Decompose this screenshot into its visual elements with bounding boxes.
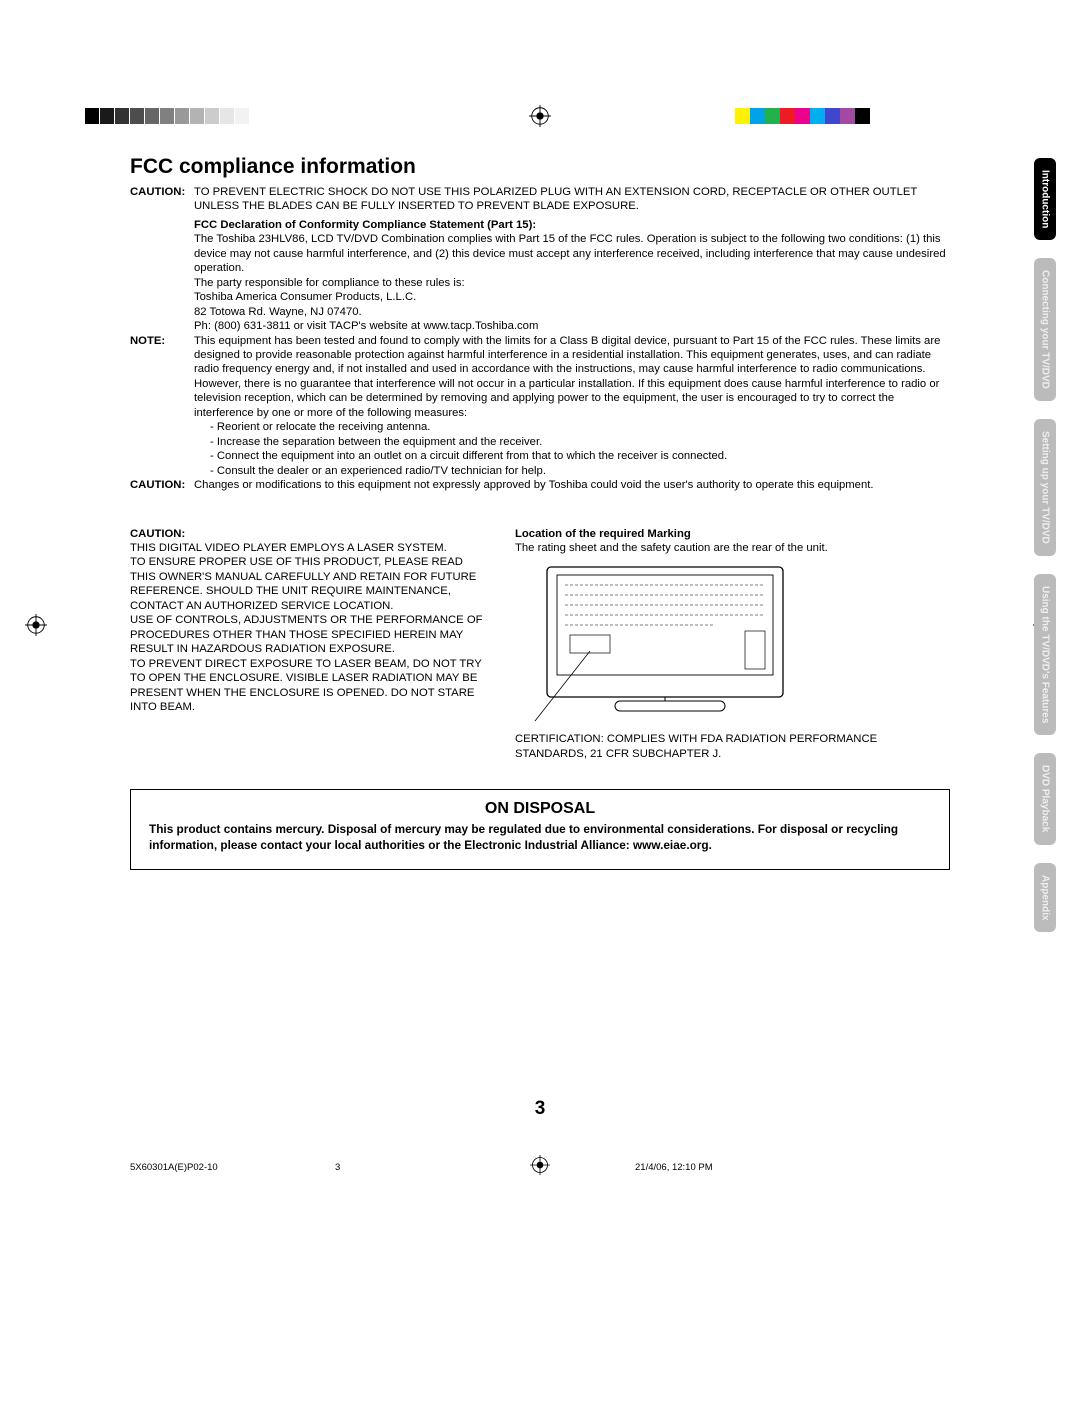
tab-dvd-playback: DVD Playback xyxy=(1034,753,1056,844)
disposal-title: ON DISPOSAL xyxy=(149,800,931,818)
tab-connecting: Connecting your TV/DVD xyxy=(1034,258,1056,401)
note-bullet: - Connect the equipment into an outlet o… xyxy=(210,449,950,463)
note-text: This equipment has been tested and found… xyxy=(194,334,950,421)
caution-text: Changes or modifications to this equipme… xyxy=(194,478,950,492)
registration-marks-top xyxy=(0,50,1080,90)
caution2-row: CAUTION: Changes or modifications to thi… xyxy=(130,478,950,492)
caution-label: CAUTION: xyxy=(130,478,194,492)
fcc-body: The party responsible for compliance to … xyxy=(194,276,950,290)
marking-title: Location of the required Marking xyxy=(515,527,950,541)
certification-text: CERTIFICATION: COMPLIES WITH FDA RADIATI… xyxy=(515,732,950,761)
body-text: USE OF CONTROLS, ADJUSTMENTS OR THE PERF… xyxy=(130,613,485,656)
page-content: FCC compliance information CAUTION: TO P… xyxy=(130,155,950,870)
section-tabs: Introduction Connecting your TV/DVD Sett… xyxy=(1034,158,1062,950)
page-heading: FCC compliance information xyxy=(130,155,950,179)
tab-using: Using the TV/DVD's Features xyxy=(1034,574,1056,735)
note-bullet: - Reorient or relocate the receiving ant… xyxy=(210,420,950,434)
left-column: CAUTION: THIS DIGITAL VIDEO PLAYER EMPLO… xyxy=(130,527,485,762)
disposal-box: ON DISPOSAL This product contains mercur… xyxy=(130,789,950,870)
body-text: TO ENSURE PROPER USE OF THIS PRODUCT, PL… xyxy=(130,555,485,613)
note-bullet: - Increase the separation between the eq… xyxy=(210,435,950,449)
fcc-body: Ph: (800) 631-3811 or visit TACP's websi… xyxy=(194,319,950,333)
tv-rear-illustration xyxy=(515,561,815,726)
note-label: NOTE: xyxy=(130,334,194,421)
fcc-declaration-title: FCC Declaration of Conformity Compliance… xyxy=(194,218,950,232)
caution-label: CAUTION: xyxy=(130,527,485,541)
color-bars xyxy=(720,108,870,124)
marking-subtitle: The rating sheet and the safety caution … xyxy=(515,541,950,555)
register-mark-icon xyxy=(529,105,551,132)
footer-page: 3 xyxy=(335,1162,635,1173)
note-row: NOTE: This equipment has been tested and… xyxy=(130,334,950,421)
caution-label: CAUTION: xyxy=(130,185,194,214)
page-number: 3 xyxy=(535,1098,546,1120)
footer: 5X60301A(E)P02-10 3 21/4/06, 12:10 PM xyxy=(130,1162,950,1173)
tab-setting-up: Setting up your TV/DVD xyxy=(1034,419,1056,556)
fcc-body: 82 Totowa Rd. Wayne, NJ 07470. xyxy=(194,305,950,319)
grayscale-bars xyxy=(85,108,265,124)
register-mark-icon xyxy=(25,614,47,641)
two-column-section: CAUTION: THIS DIGITAL VIDEO PLAYER EMPLO… xyxy=(130,527,950,762)
body-text: TO PREVENT DIRECT EXPOSURE TO LASER BEAM… xyxy=(130,657,485,715)
tab-appendix: Appendix xyxy=(1034,863,1056,933)
right-column: Location of the required Marking The rat… xyxy=(515,527,950,762)
body-text: THIS DIGITAL VIDEO PLAYER EMPLOYS A LASE… xyxy=(130,541,485,555)
footer-date: 21/4/06, 12:10 PM xyxy=(635,1162,950,1173)
disposal-text: This product contains mercury. Disposal … xyxy=(149,822,931,853)
tab-introduction: Introduction xyxy=(1034,158,1056,240)
caution-row: CAUTION: TO PREVENT ELECTRIC SHOCK DO NO… xyxy=(130,185,950,214)
caution-text: TO PREVENT ELECTRIC SHOCK DO NOT USE THI… xyxy=(194,185,950,214)
footer-doc-id: 5X60301A(E)P02-10 xyxy=(130,1162,335,1173)
fcc-body: The Toshiba 23HLV86, LCD TV/DVD Combinat… xyxy=(194,232,950,275)
note-bullet: - Consult the dealer or an experienced r… xyxy=(210,464,950,478)
fcc-body: Toshiba America Consumer Products, L.L.C… xyxy=(194,290,950,304)
